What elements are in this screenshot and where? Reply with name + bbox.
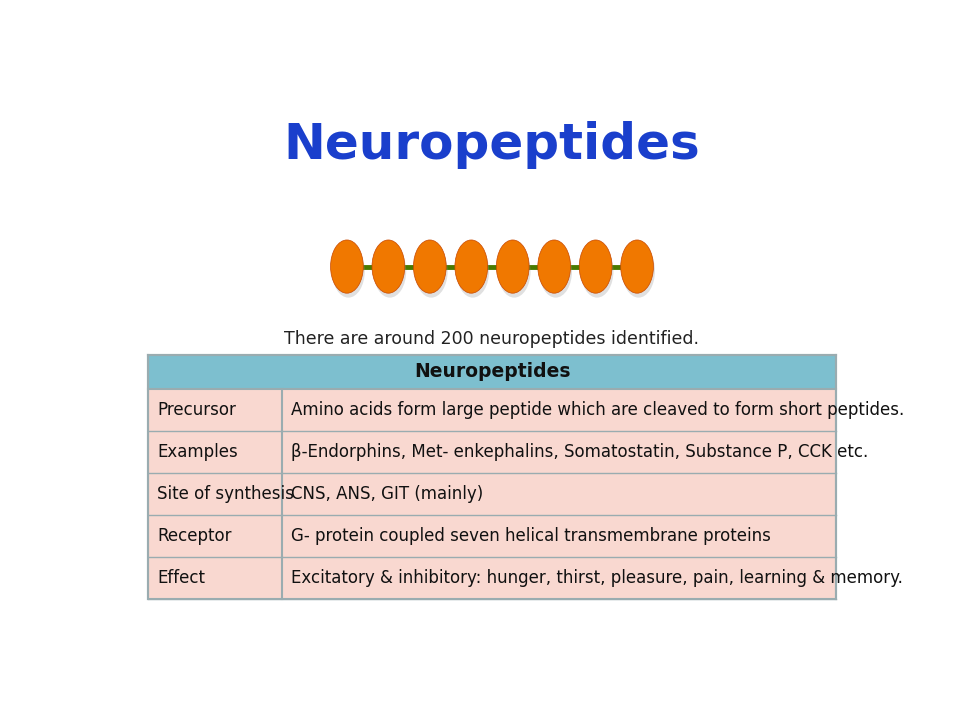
Ellipse shape [540,244,572,297]
Text: Receptor: Receptor [157,527,231,545]
Ellipse shape [414,240,446,293]
Ellipse shape [415,244,447,297]
Text: There are around 200 neuropeptides identified.: There are around 200 neuropeptides ident… [284,330,700,348]
Text: Effect: Effect [157,569,205,587]
Ellipse shape [455,240,488,293]
Ellipse shape [579,240,612,293]
Ellipse shape [621,240,654,293]
Ellipse shape [332,244,365,297]
Text: β-Endorphins, Met- enkephalins, Somatostatin, Substance P, CCK etc.: β-Endorphins, Met- enkephalins, Somatost… [291,443,869,461]
Text: Amino acids form large peptide which are cleaved to form short peptides.: Amino acids form large peptide which are… [291,400,904,418]
Ellipse shape [456,244,490,297]
Ellipse shape [498,244,531,297]
FancyBboxPatch shape [148,557,836,599]
FancyBboxPatch shape [148,389,836,431]
Text: Neuropeptides: Neuropeptides [283,121,701,168]
Ellipse shape [538,240,570,293]
Text: Precursor: Precursor [157,400,236,418]
Text: G- protein coupled seven helical transmembrane proteins: G- protein coupled seven helical transme… [291,527,771,545]
FancyBboxPatch shape [148,355,836,389]
Text: Neuropeptides: Neuropeptides [414,362,570,382]
Ellipse shape [496,240,529,293]
Text: Site of synthesis: Site of synthesis [157,485,294,503]
Text: Excitatory & inhibitory: hunger, thirst, pleasure, pain, learning & memory.: Excitatory & inhibitory: hunger, thirst,… [291,569,903,587]
FancyBboxPatch shape [148,473,836,515]
Text: CNS, ANS, GIT (mainly): CNS, ANS, GIT (mainly) [291,485,484,503]
Ellipse shape [581,244,613,297]
FancyBboxPatch shape [148,515,836,557]
Ellipse shape [330,240,363,293]
FancyBboxPatch shape [148,431,836,473]
Text: Examples: Examples [157,443,238,461]
Ellipse shape [372,240,405,293]
Ellipse shape [622,244,655,297]
Ellipse shape [373,244,406,297]
